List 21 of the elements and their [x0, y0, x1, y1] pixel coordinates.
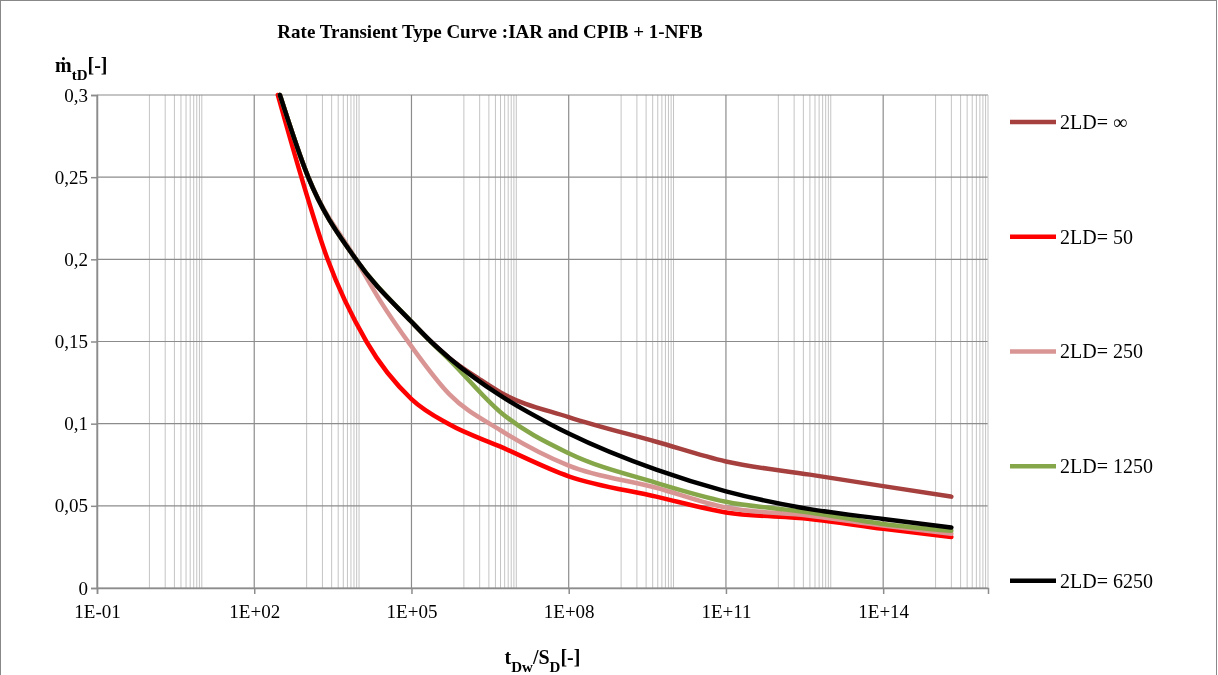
x-tick-label: 1E+05: [386, 600, 438, 622]
legend-label: 2LD= 1250: [1060, 455, 1153, 478]
y-tick-label: 0,05: [54, 495, 88, 517]
y-tick-label: 0,2: [64, 248, 88, 270]
chart-title: Rate Transient Type Curve :IAR and CPIB + 1-NFB: [277, 21, 703, 42]
x-tick-label: 1E+11: [701, 600, 752, 622]
x-tick-label: 1E+14: [858, 600, 910, 622]
x-tick-label: 1E+02: [229, 600, 281, 622]
y-tick-label: 0,25: [54, 166, 88, 188]
y-tick-label: 0,1: [64, 413, 88, 435]
y-tick-label: 0,3: [64, 84, 88, 106]
y-axis-title: ṁ$_{tD}$[-]: [55, 54, 108, 83]
legend-label: 2LD= 50: [1060, 225, 1133, 248]
x-tick-label: 1E-01: [74, 600, 121, 622]
x-axis-title: t$_{Dw}$/S$_{D}$[-]: [504, 646, 581, 675]
y-tick-label: 0: [78, 577, 88, 599]
legend-label: 2LD= 250: [1060, 340, 1143, 363]
x-tick-label: 1E+08: [543, 600, 595, 622]
y-tick-label: 0,15: [54, 331, 88, 353]
legend-label: 2LD= ∞: [1060, 111, 1128, 133]
legend-label: 2LD= 6250: [1060, 569, 1153, 592]
